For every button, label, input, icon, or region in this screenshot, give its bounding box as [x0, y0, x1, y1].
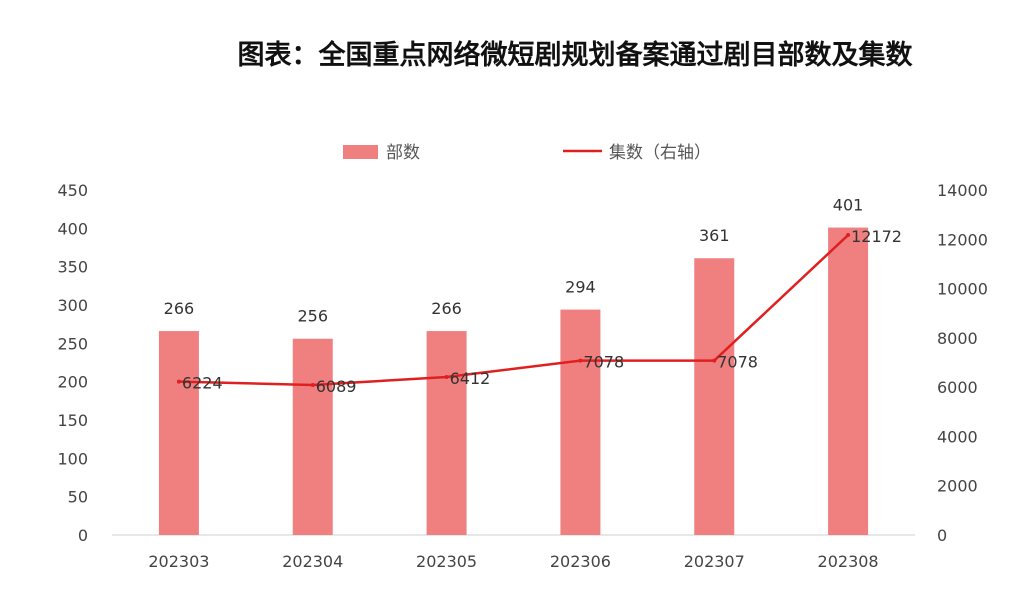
bar-data-label: 361 — [699, 226, 730, 245]
line-data-label: 7078 — [583, 353, 624, 372]
chart-title: 图表：全国重点网络微短剧规划备案通过剧目部数及集数 — [238, 39, 914, 71]
line-series — [176, 233, 851, 387]
y-left-tick-label: 0 — [78, 526, 88, 545]
y-left-tick-label: 100 — [57, 449, 88, 468]
bar-data-label: 294 — [565, 278, 596, 297]
line-data-label: 6224 — [182, 374, 223, 393]
line-path — [178, 234, 849, 387]
line-point — [578, 358, 583, 363]
y-left-tick-label: 250 — [57, 334, 88, 353]
line-point — [846, 233, 851, 238]
y-left-tick-label: 200 — [57, 373, 88, 392]
y-right-tick-label: 6000 — [937, 378, 978, 397]
line-point — [310, 382, 315, 387]
y-left-tick-label: 400 — [57, 219, 88, 238]
y-left-tick-label: 450 — [57, 181, 88, 200]
y-right-tick-label: 8000 — [937, 329, 978, 348]
bar — [292, 338, 333, 535]
bar — [560, 309, 601, 535]
y-right-tick-label: 12000 — [937, 230, 988, 249]
legend: 部数 集数（右轴） — [343, 143, 711, 163]
bar — [426, 331, 467, 535]
bar — [694, 258, 735, 535]
legend-swatch-bar — [343, 145, 378, 159]
y-right-tick-label: 14000 — [937, 181, 988, 200]
line-data-label: 12172 — [851, 227, 902, 246]
x-tick-label: 202305 — [416, 552, 477, 571]
x-tick-label: 202308 — [818, 552, 879, 571]
x-tick-label: 202306 — [550, 552, 611, 571]
line-data-label: 6412 — [450, 369, 491, 388]
line-data-label: 6089 — [316, 377, 357, 396]
y-right-tick-label: 10000 — [937, 280, 988, 299]
x-axis: 202303 202304 202305 202306 202307 202308 — [148, 552, 878, 571]
y-left-tick-label: 300 — [57, 296, 88, 315]
y-left-tick-label: 50 — [68, 488, 88, 507]
y-left-tick-label: 350 — [57, 258, 88, 277]
bar-data-label: 256 — [297, 307, 328, 326]
x-tick-label: 202303 — [148, 552, 209, 571]
y-right-tick-label: 4000 — [937, 427, 978, 446]
y-axis-left: 0 50 100 150 200 250 300 350 400 450 — [57, 181, 88, 545]
bar — [158, 331, 199, 535]
bar-data-label: 266 — [164, 299, 195, 318]
y-left-tick-label: 150 — [57, 411, 88, 430]
line-data-labels: 6224 6089 6412 7078 7078 12172 — [182, 227, 902, 396]
y-axis-right: 0 2000 4000 6000 8000 10000 12000 14000 — [937, 181, 988, 545]
line-point — [712, 358, 717, 363]
y-right-tick-label: 0 — [937, 526, 947, 545]
bar-data-label: 266 — [431, 299, 462, 318]
bar-data-label: 401 — [833, 196, 864, 215]
x-tick-label: 202307 — [684, 552, 745, 571]
legend-label-line: 集数（右轴） — [609, 143, 711, 163]
line-point — [444, 374, 449, 379]
line-data-label: 7078 — [717, 353, 758, 372]
line-point — [176, 379, 181, 384]
bar-series — [158, 227, 869, 536]
legend-label-bar: 部数 — [386, 143, 420, 163]
bar-data-labels: 266 256 266 294 361 401 — [164, 196, 864, 326]
bar — [828, 227, 869, 536]
x-tick-label: 202304 — [282, 552, 343, 571]
y-right-tick-label: 2000 — [937, 477, 978, 496]
